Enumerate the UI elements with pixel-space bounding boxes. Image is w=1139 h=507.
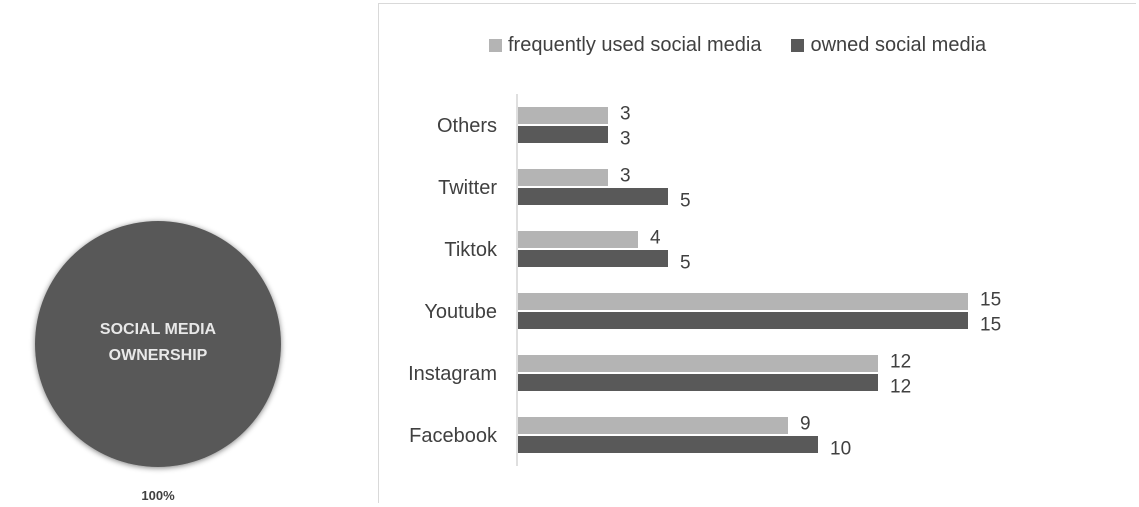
bar-frequently-used <box>518 355 878 372</box>
pie-slice <box>35 221 281 467</box>
bar-owned <box>518 188 668 205</box>
pie-label-line2: OWNERSHIP <box>109 347 208 364</box>
category-label: Facebook <box>409 425 498 447</box>
data-label: 5 <box>680 253 691 274</box>
legend-label: frequently used social media <box>508 34 762 56</box>
bar-frequently-used <box>518 417 788 434</box>
category-label: Others <box>437 115 497 137</box>
bar-frequently-used <box>518 231 638 248</box>
bar-owned <box>518 126 608 143</box>
bar-owned <box>518 312 968 329</box>
data-label: 5 <box>680 191 691 212</box>
bar-owned <box>518 374 878 391</box>
bar-frequently-used <box>518 169 608 186</box>
data-label: 10 <box>830 439 851 460</box>
data-label: 3 <box>620 129 631 150</box>
legend-item-owned: owned social media <box>791 34 986 57</box>
data-label: 3 <box>620 166 631 187</box>
bar-frequently-used <box>518 293 968 310</box>
category-label: Twitter <box>438 177 497 199</box>
pie-chart: SOCIAL MEDIA OWNERSHIP 100% <box>35 221 281 503</box>
data-label: 15 <box>980 315 1001 336</box>
category-label: Youtube <box>424 301 497 323</box>
bar-chart: Facebook 9 10 Instagram 12 12 Youtube 15 15 Tikto… <box>408 94 1001 466</box>
bar-owned <box>518 250 668 267</box>
legend-swatch <box>791 39 805 52</box>
legend-swatch <box>489 39 502 52</box>
pie-label-line1: SOCIAL MEDIA <box>100 321 217 338</box>
category-label: Tiktok <box>444 239 498 261</box>
data-label: 15 <box>980 290 1001 311</box>
pie-chart-panel: SOCIAL MEDIA OWNERSHIP 100% <box>0 0 370 507</box>
data-label: 9 <box>800 414 811 435</box>
data-label: 3 <box>620 104 631 125</box>
data-label: 12 <box>890 377 911 398</box>
category-label: Instagram <box>408 363 497 385</box>
legend-item-frequently-used: frequently used social media <box>489 34 761 57</box>
data-label: 12 <box>890 352 911 373</box>
legend-label: owned social media <box>810 34 987 56</box>
bar-chart-panel: frequently used social media owned socia… <box>378 3 1136 503</box>
legend: frequently used social media owned socia… <box>489 34 986 57</box>
data-label: 4 <box>650 228 661 249</box>
bar-owned <box>518 436 818 453</box>
bar-frequently-used <box>518 107 608 124</box>
pie-percent-label: 100% <box>141 488 175 503</box>
